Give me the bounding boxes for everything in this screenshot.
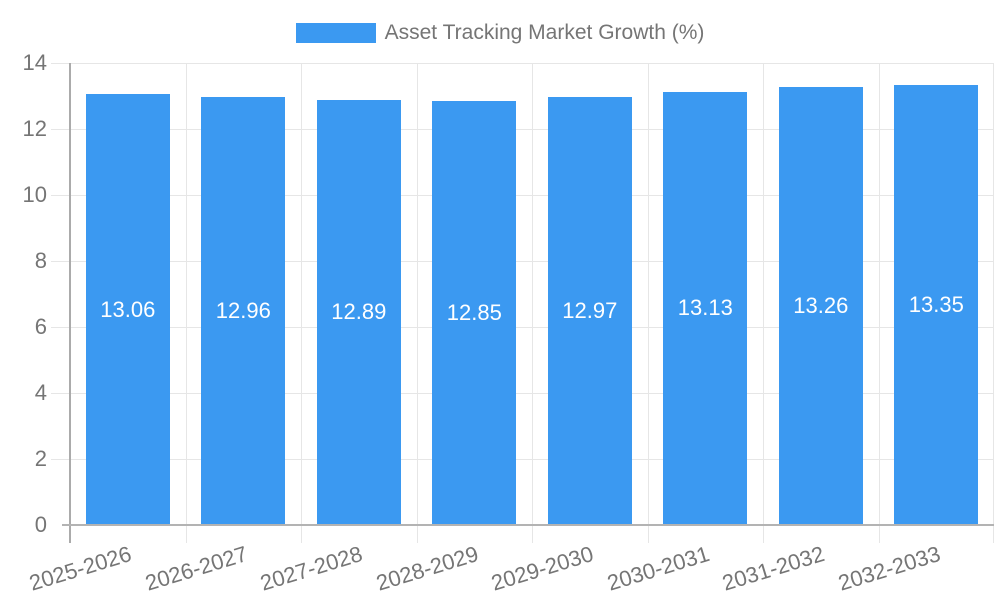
x-axis-label: 2028-2029 xyxy=(373,541,482,596)
y-axis-label: 8 xyxy=(34,248,47,273)
y-tick xyxy=(51,261,70,262)
x-gridline xyxy=(532,63,533,525)
x-axis-label: 2026-2027 xyxy=(142,541,251,596)
x-gridline xyxy=(648,63,649,525)
legend-swatch-icon xyxy=(295,23,376,43)
y-tick xyxy=(51,459,70,460)
bar[interactable] xyxy=(547,97,632,525)
y-axis-label: 12 xyxy=(22,116,47,141)
x-tick xyxy=(648,525,649,543)
bar[interactable] xyxy=(85,94,170,525)
bar-value-label: 12.97 xyxy=(562,298,618,323)
x-axis-label: 2032-2033 xyxy=(835,541,944,596)
legend[interactable]: Asset Tracking Market Growth (%) xyxy=(0,21,1000,45)
x-gridline xyxy=(417,63,418,525)
bar-value-label: 12.96 xyxy=(215,298,271,324)
x-axis-label: 2025-2026 xyxy=(26,541,135,596)
y-axis-label: 0 xyxy=(34,512,47,537)
x-gridline xyxy=(763,63,764,525)
bar-value-label: 13.06 xyxy=(100,296,156,322)
x-tick xyxy=(993,525,994,543)
bar[interactable] xyxy=(201,97,286,525)
x-tick xyxy=(532,525,533,543)
y-tick xyxy=(51,129,70,130)
x-axis-label: 2030-2031 xyxy=(604,541,713,596)
bar-value-label: 13.26 xyxy=(793,293,849,319)
x-tick xyxy=(763,525,764,543)
y-axis-label: 2 xyxy=(34,446,47,471)
plot-area: 0 2 4 6 8 10 12 14 13.06 2025-2026 12.96 2026-2027 1… xyxy=(23,50,994,596)
x-axis-label: 2029-2030 xyxy=(488,541,597,596)
x-axis-label: 2031-2032 xyxy=(719,541,828,596)
y-axis-label: 14 xyxy=(22,50,47,75)
x-gridline xyxy=(993,63,994,525)
legend-title: Asset Tracking Market Growth (%) xyxy=(384,21,705,44)
bar-value-label: 13.35 xyxy=(908,291,964,317)
x-gridline xyxy=(301,63,302,525)
y-axis-label: 4 xyxy=(34,380,47,405)
x-axis-baseline xyxy=(62,524,994,526)
y-axis-label: 6 xyxy=(34,314,47,339)
y-tick xyxy=(51,393,70,394)
x-gridline xyxy=(186,63,187,525)
y-tick xyxy=(51,63,70,64)
y-tick xyxy=(51,327,70,328)
y-tick xyxy=(51,195,70,196)
x-tick xyxy=(417,525,418,543)
bar-value-label: 12.89 xyxy=(331,299,387,325)
x-tick xyxy=(301,525,302,543)
bar-value-label: 12.85 xyxy=(446,300,502,325)
bar[interactable] xyxy=(316,99,401,525)
bar[interactable] xyxy=(894,84,979,525)
bar-value-label: 13.13 xyxy=(677,295,733,321)
y-axis-label: 10 xyxy=(22,182,47,207)
bar[interactable] xyxy=(663,91,748,525)
x-gridline xyxy=(879,63,880,525)
x-axis-label: 2027-2028 xyxy=(257,541,366,596)
x-tick xyxy=(879,525,880,543)
y-axis-line xyxy=(69,63,71,543)
x-tick xyxy=(186,525,187,543)
bar[interactable] xyxy=(778,87,863,525)
bar[interactable] xyxy=(432,101,517,525)
